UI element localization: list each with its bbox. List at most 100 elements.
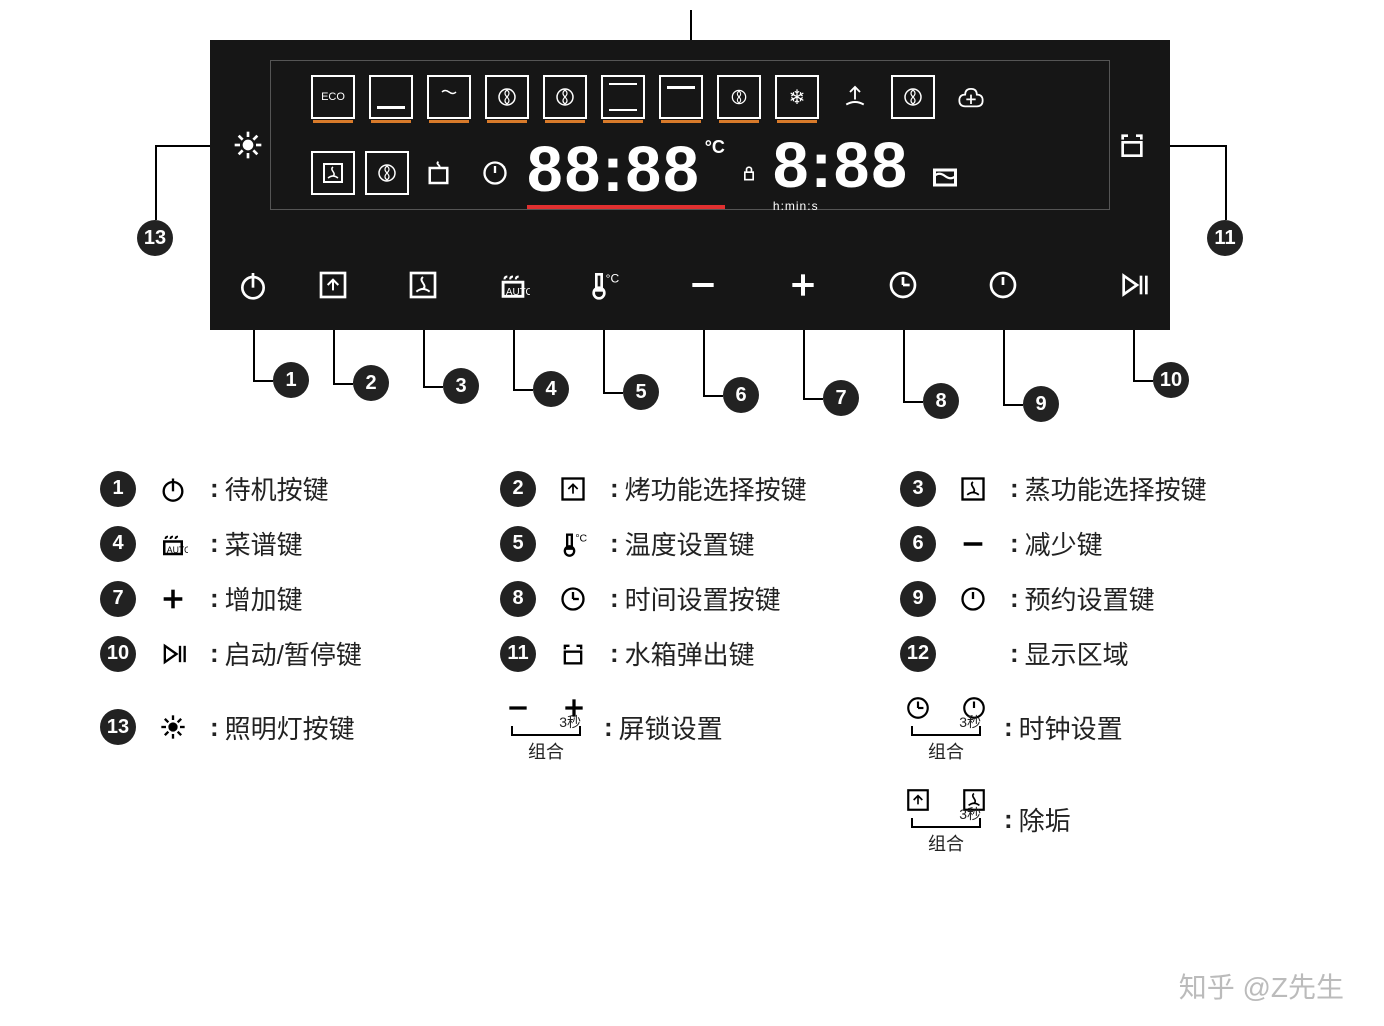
callout-line [333,330,335,383]
callout-line [155,145,210,147]
legend-item-screenlock: 3秒 组合 :屏锁设置 [500,690,900,764]
legend-label: 启动/暂停键 [225,635,362,672]
callout-1: 1 [273,362,309,398]
legend-num: 4 [100,526,136,562]
time-set-button[interactable] [880,262,926,308]
hold-duration: 3秒 [959,712,981,732]
legend-num: 13 [100,709,136,745]
legend: 1 :待机按键 2 :烤功能选择按键 3 :蒸功能选择按键 4 :菜谱键 5 :… [100,470,1300,874]
bake-icon [900,782,936,818]
callout-line [703,330,705,395]
minus-icon [948,526,998,562]
legend-item-clockset: 3秒 组合 :时钟设置 [900,690,1300,764]
legend-label: 温度设置键 [625,525,755,562]
legend-item-1: 1 :待机按键 [100,470,500,507]
legend-label: 减少键 [1025,525,1103,562]
light-button[interactable] [228,125,268,165]
legend-label: 屏锁设置 [619,709,723,746]
callout-line [690,10,692,40]
plus-button[interactable] [780,262,826,308]
hold-duration: 3秒 [959,804,981,824]
legend-num: 11 [500,636,536,672]
recipe-button[interactable] [490,262,536,308]
legend-item-6: 6 :减少键 [900,525,1300,562]
legend-item-11: 11 :水箱弹出键 [500,635,900,672]
mode-convection-icon [543,75,587,119]
clock-icon [900,690,936,726]
mode-grill-icon [427,75,471,119]
power-button[interactable] [230,262,276,308]
oven-control-panel: ECO ❄ 88:88 °C [210,40,1170,330]
callout-line [513,330,515,389]
recipe-icon [148,526,198,562]
legend-label: 烤功能选择按键 [625,470,807,507]
time-unit: h:min:s [773,199,909,213]
legend-num: 12 [900,636,936,672]
mode-top-bottom-icon [601,75,645,119]
steam-mode-1-icon [311,151,355,195]
callout-line [1225,145,1227,220]
callout-line [513,389,533,391]
display-area: ECO ❄ 88:88 °C [270,60,1110,210]
legend-num: 6 [900,526,936,562]
callout-7: 7 [823,380,859,416]
hold-duration: 3秒 [559,712,581,732]
legend-item-3: 3 :蒸功能选择按键 [900,470,1300,507]
temp-set-button[interactable] [580,262,626,308]
callout-line [703,395,723,397]
mode-eco-icon: ECO [311,75,355,119]
button-row [210,262,1170,312]
legend-item-9: 9 :预约设置键 [900,580,1300,617]
legend-item-7: 7 :增加键 [100,580,500,617]
temp-icon [548,526,598,562]
legend-num: 9 [900,581,936,617]
steam-select-button[interactable] [400,262,446,308]
mode-add-icon [949,75,993,119]
plus-icon [148,581,198,617]
combo-label: 组合 [928,830,964,856]
legend-item-4: 4 :菜谱键 [100,525,500,562]
mode-defrost-icon: ❄ [775,75,819,119]
legend-label: 水箱弹出键 [625,635,755,672]
callout-9: 9 [1023,386,1059,422]
minus-icon [500,690,536,726]
callout-line [1133,330,1135,380]
legend-label: 待机按键 [225,470,329,507]
callout-line [1133,380,1153,382]
light-icon [148,709,198,745]
mode-bottom-heat-icon [369,75,413,119]
bake-select-button[interactable] [310,262,356,308]
power-icon [148,471,198,507]
legend-item-5: 5 :温度设置键 [500,525,900,562]
temp-display: 88:88 °C [527,137,725,209]
steam-icon [948,471,998,507]
start-pause-button[interactable] [1110,262,1156,308]
callout-11: 11 [1207,220,1243,256]
preset-button[interactable] [980,262,1026,308]
legend-num: 8 [500,581,536,617]
play-pause-icon [148,636,198,672]
callout-2: 2 [353,365,389,401]
mode-fan-grill-icon [485,75,529,119]
legend-num: 3 [900,471,936,507]
legend-item-descale: 3秒 组合 :除垢 [900,782,1300,856]
preset-icon [948,581,998,617]
display-icon [948,636,998,672]
callout-line [603,392,623,394]
mode-steam-fan-icon [891,75,935,119]
callout-4: 4 [533,371,569,407]
legend-num: 7 [100,581,136,617]
bake-icon [548,471,598,507]
minus-button[interactable] [680,262,726,308]
callout-line [423,386,443,388]
watermark: 知乎 @Z先生 [1179,966,1344,1006]
callout-line [1170,145,1225,147]
tank-eject-button[interactable] [1112,125,1152,165]
legend-item-12: 12 :显示区域 [900,635,1300,672]
callout-8: 8 [923,383,959,419]
callout-line [1003,404,1023,406]
time-display: 8:88 h:min:s [773,133,909,213]
tank-icon [548,636,598,672]
legend-item-8: 8 :时间设置按键 [500,580,900,617]
legend-num: 10 [100,636,136,672]
